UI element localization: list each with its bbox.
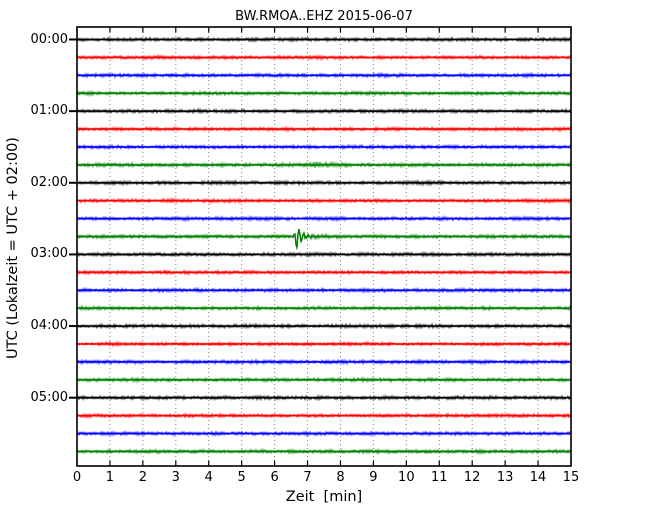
x-tick-label-12: 12 <box>463 470 481 485</box>
y-tick-label-03:00: 03:00 <box>30 246 68 262</box>
x-tick-label-11: 11 <box>430 470 448 485</box>
y-tick-label-02:00: 02:00 <box>30 174 68 190</box>
x-tick-label-3: 3 <box>171 470 180 485</box>
y-tick-label-04:00: 04:00 <box>30 318 68 334</box>
x-tick-label-7: 7 <box>303 470 312 485</box>
x-tick-label-14: 14 <box>529 470 547 485</box>
x-tick-label-10: 10 <box>398 470 415 485</box>
x-tick-label-15: 15 <box>562 470 580 485</box>
x-tick-label-13: 13 <box>496 470 514 485</box>
x-tick-label-5: 5 <box>237 470 246 485</box>
x-tick-label-9: 9 <box>369 470 378 485</box>
x-tick-label-8: 8 <box>336 470 345 485</box>
x-tick-label-1: 1 <box>105 470 115 485</box>
y-tick-label-01:00: 01:00 <box>30 103 68 119</box>
y-tick-label-05:00: 05:00 <box>30 389 68 405</box>
trace-02:45 <box>76 230 572 250</box>
x-tick-label-6: 6 <box>270 470 279 485</box>
plot-title: BW.RMOA..EHZ 2015-06-07 <box>235 9 413 24</box>
x-axis-label: Zeit [min] <box>285 489 363 505</box>
x-tick-label-0: 0 <box>72 470 82 485</box>
x-tick-label-2: 2 <box>138 470 147 485</box>
y-tick-label-00:00: 00:00 <box>30 31 68 47</box>
x-tick-label-4: 4 <box>204 470 213 485</box>
